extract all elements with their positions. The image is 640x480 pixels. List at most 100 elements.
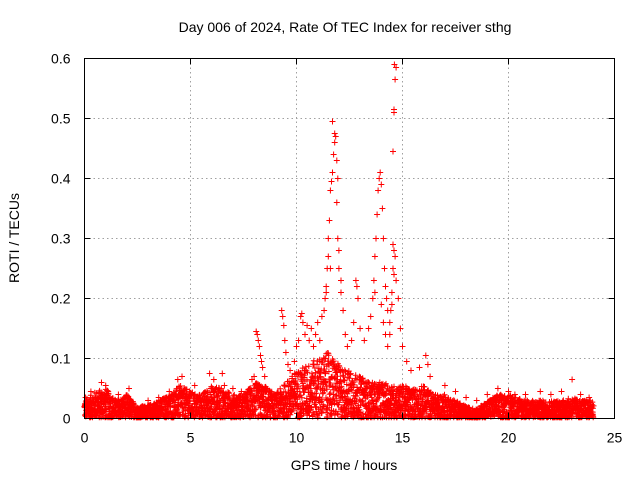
data-point	[361, 337, 368, 344]
data-point	[352, 372, 359, 379]
data-point	[359, 376, 366, 382]
data-point	[384, 343, 391, 350]
data-point	[218, 385, 225, 392]
data-point	[287, 367, 294, 374]
data-point	[102, 382, 109, 389]
data-point	[285, 361, 291, 368]
data-point	[305, 363, 312, 370]
data-point	[175, 396, 182, 403]
data-point	[407, 404, 414, 411]
data-point	[281, 337, 288, 344]
data-point	[390, 265, 396, 272]
data-point	[336, 363, 343, 370]
data-point	[291, 358, 298, 365]
data-point	[342, 331, 349, 338]
data-point	[352, 277, 359, 284]
data-point	[332, 133, 339, 140]
data-point	[166, 388, 173, 395]
data-point	[577, 391, 584, 398]
data-point	[115, 391, 122, 398]
data-point	[367, 313, 374, 320]
grid	[84, 58, 615, 419]
data-point	[176, 412, 183, 419]
x-tick-label: 15	[395, 430, 411, 446]
data-point	[122, 414, 129, 421]
data-point	[298, 394, 305, 401]
data-point	[280, 322, 287, 329]
data-point	[333, 157, 340, 164]
data-point	[365, 325, 372, 332]
data-point	[293, 343, 300, 350]
chart-title: Day 006 of 2024, Rate Of TEC Index for r…	[179, 19, 512, 35]
data-point	[297, 392, 304, 399]
data-point	[155, 394, 162, 401]
data-point	[390, 148, 396, 155]
data-point	[344, 343, 351, 350]
data-point	[329, 169, 336, 176]
data-point	[375, 187, 382, 194]
data-point	[348, 337, 355, 344]
data-point	[316, 337, 323, 344]
data-point	[378, 181, 385, 188]
data-point	[381, 265, 388, 272]
data-point	[334, 373, 341, 380]
data-point	[387, 307, 394, 314]
y-tick-label: 0.5	[51, 111, 71, 127]
data-point	[569, 376, 576, 383]
data-point	[424, 361, 431, 368]
data-point	[306, 412, 313, 419]
data-point	[98, 379, 105, 386]
data-point	[325, 368, 332, 375]
data-point	[282, 349, 289, 356]
data-point	[319, 359, 326, 365]
data-point	[377, 169, 384, 176]
data-point	[586, 394, 593, 401]
data-point	[356, 406, 363, 413]
data-point	[399, 343, 406, 350]
data-point	[295, 337, 302, 344]
data-point	[350, 319, 357, 326]
data-points	[81, 61, 597, 421]
data-point	[327, 390, 334, 397]
data-point	[219, 370, 226, 377]
data-point	[306, 337, 313, 344]
data-point	[335, 247, 342, 254]
x-tick-label: 20	[501, 430, 517, 446]
data-point	[390, 241, 396, 248]
data-point	[353, 283, 360, 290]
data-point	[335, 411, 341, 418]
data-point	[391, 61, 398, 68]
data-point	[355, 295, 361, 302]
data-point	[494, 385, 501, 392]
data-point	[558, 388, 565, 395]
data-point	[484, 391, 491, 398]
data-point	[422, 352, 429, 359]
data-point	[279, 313, 286, 320]
data-point	[441, 382, 448, 389]
x-axis-title: GPS time / hours	[291, 457, 398, 473]
data-point	[391, 109, 397, 116]
data-point	[537, 388, 544, 395]
data-point	[412, 386, 419, 393]
data-point	[229, 385, 236, 392]
data-point	[326, 217, 333, 224]
data-point	[325, 253, 332, 260]
data-point	[323, 283, 330, 290]
data-point	[357, 409, 363, 416]
data-point	[388, 301, 395, 308]
data-point	[441, 391, 448, 398]
data-point	[314, 319, 321, 326]
data-point	[351, 381, 357, 388]
data-point	[378, 301, 385, 308]
data-point	[311, 380, 318, 387]
data-point	[334, 175, 341, 182]
data-point	[312, 331, 319, 338]
y-tick-label: 0.3	[51, 231, 71, 247]
data-point	[348, 387, 355, 394]
data-point	[82, 394, 89, 401]
data-point	[347, 370, 354, 377]
data-point	[340, 373, 347, 380]
data-point	[463, 394, 470, 401]
data-point	[278, 307, 285, 314]
